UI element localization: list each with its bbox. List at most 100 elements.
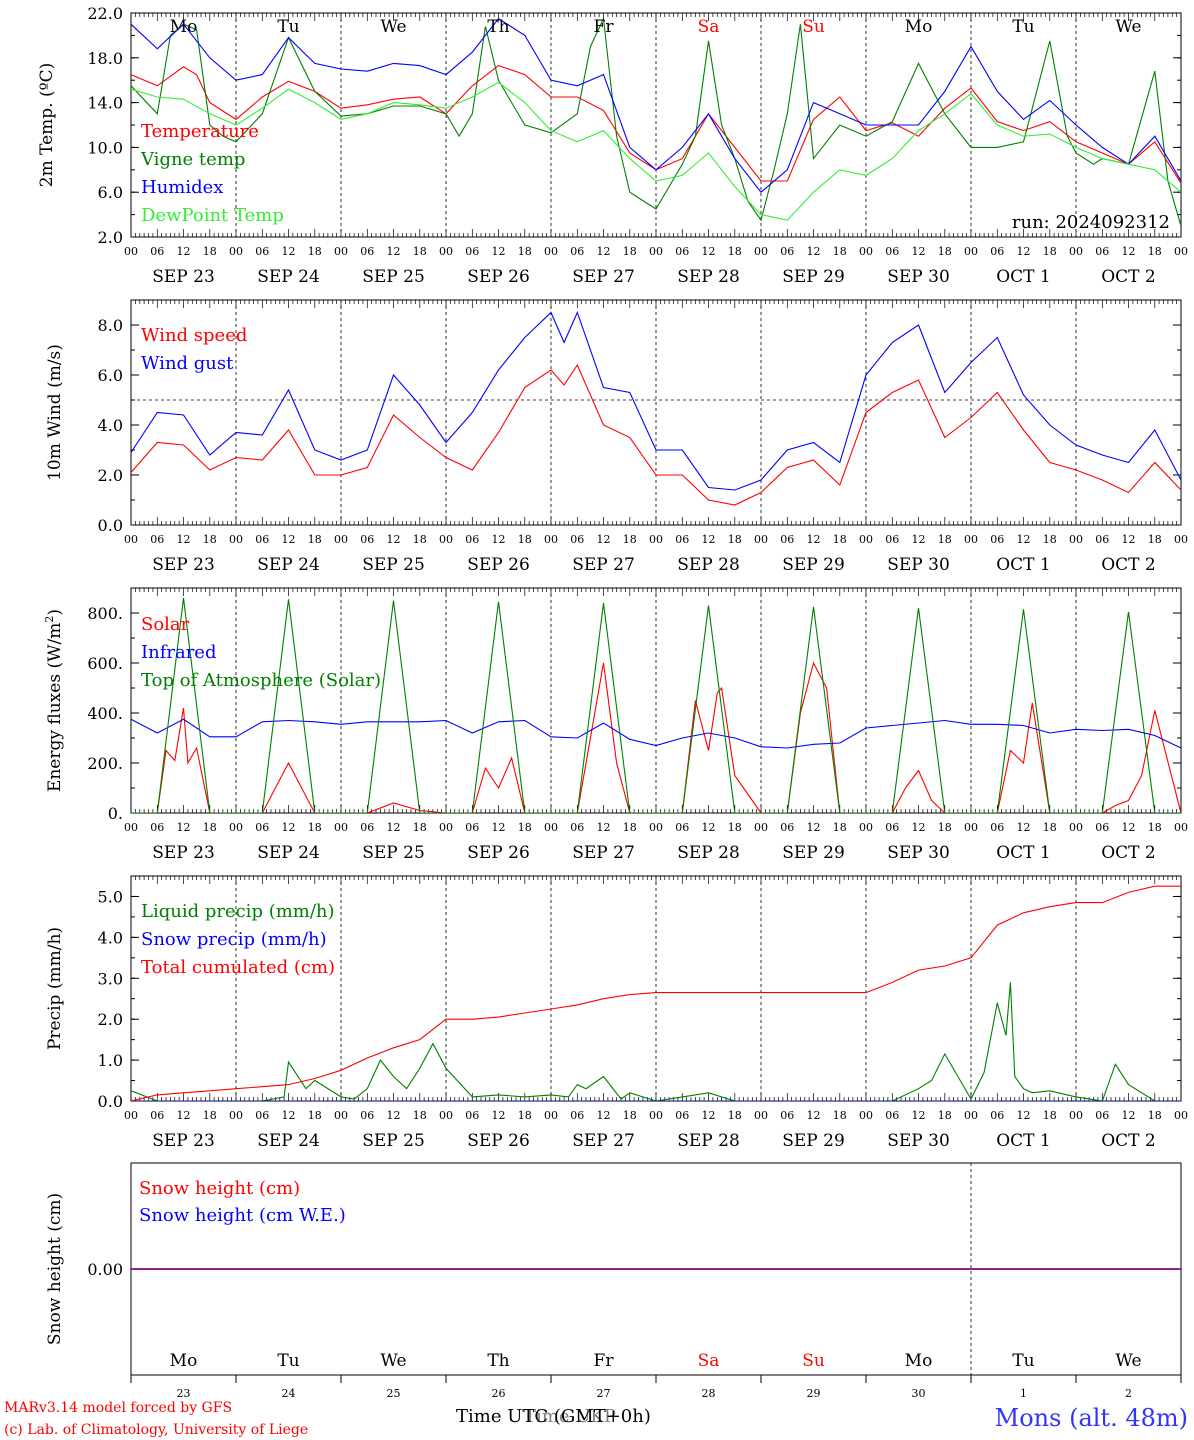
hour-tick-label: 12 xyxy=(1122,1109,1136,1122)
series-line-humidex xyxy=(131,17,1181,193)
day-number-label: 30 xyxy=(912,1387,926,1400)
x-minor-ticks xyxy=(130,876,1182,1101)
day-label: SEP 23 xyxy=(152,843,215,863)
hour-tick-label: 00 xyxy=(544,1109,558,1122)
hour-tick-label: 00 xyxy=(124,533,138,546)
legend-entry: Temperature xyxy=(141,121,259,142)
hour-tick-label: 18 xyxy=(1148,533,1162,546)
weekday-label: Fr xyxy=(594,17,615,37)
hour-tick-label: 00 xyxy=(334,1109,348,1122)
day-number-label: 2 xyxy=(1125,1387,1132,1400)
hour-tick-label: 12 xyxy=(282,245,296,258)
day-number-label: 26 xyxy=(492,1387,506,1400)
hour-tick-label: 18 xyxy=(623,821,637,834)
hour-tick-label: 18 xyxy=(728,821,742,834)
hour-tick-label: 18 xyxy=(938,533,952,546)
day-label: SEP 28 xyxy=(677,1131,740,1151)
weekday-label: Su xyxy=(802,1351,825,1371)
y-tick-label: 3.0 xyxy=(98,969,123,988)
hour-tick-label: 06 xyxy=(570,1109,584,1122)
hour-tick-label: 00 xyxy=(124,1109,138,1122)
hour-tick-label: 00 xyxy=(859,821,873,834)
hour-tick-label: 12 xyxy=(282,821,296,834)
hour-tick-label: 06 xyxy=(675,245,689,258)
y-tick-label: 400. xyxy=(87,704,123,723)
y-tick-label: 5.0 xyxy=(98,887,123,906)
hour-tick-label: 18 xyxy=(833,245,847,258)
hour-tick-label: 06 xyxy=(990,1109,1004,1122)
day-label: SEP 28 xyxy=(677,555,740,575)
hour-tick-label: 12 xyxy=(702,1109,716,1122)
hour-tick-label: 00 xyxy=(1174,245,1188,258)
weekday-label: Sa xyxy=(698,1351,720,1371)
hour-tick-label: 18 xyxy=(518,533,532,546)
day-label: SEP 30 xyxy=(887,555,950,575)
hour-tick-label: 00 xyxy=(859,533,873,546)
series-line-temperature xyxy=(131,64,1181,184)
day-label: SEP 24 xyxy=(257,267,320,287)
hour-tick-label: 06 xyxy=(885,1109,899,1122)
y-axis-label: Energy fluxes (W/m2) xyxy=(43,609,65,792)
hour-tick-label: 00 xyxy=(334,533,348,546)
y-tick-label: 2.0 xyxy=(98,466,123,485)
hour-tick-label: 00 xyxy=(859,1109,873,1122)
y-tick-label: 2.0 xyxy=(98,1010,123,1029)
day-label: SEP 29 xyxy=(782,1131,845,1151)
day-label: SEP 23 xyxy=(152,555,215,575)
hour-tick-label: 00 xyxy=(439,1109,453,1122)
hour-tick-label: 06 xyxy=(465,821,479,834)
hour-tick-label: 00 xyxy=(1174,1109,1188,1122)
day-label: OCT 2 xyxy=(1101,267,1156,287)
day-number-label: 28 xyxy=(702,1387,716,1400)
hour-tick-label: 12 xyxy=(177,821,191,834)
hour-tick-label: 18 xyxy=(413,1109,427,1122)
day-number-label: 24 xyxy=(282,1387,296,1400)
hour-tick-label: 12 xyxy=(912,533,926,546)
y-tick-label: 18.0 xyxy=(87,49,123,68)
weekday-label: Tu xyxy=(277,17,299,37)
weekday-label: Su xyxy=(802,17,825,37)
legend-entry: Snow height (cm W.E.) xyxy=(139,1205,346,1226)
day-label: OCT 1 xyxy=(996,267,1051,287)
hour-tick-label: 00 xyxy=(1174,533,1188,546)
day-label: SEP 25 xyxy=(362,555,425,575)
hour-tick-label: 00 xyxy=(1069,1109,1083,1122)
weekday-label: Mo xyxy=(905,17,933,37)
y-tick-label: 6.0 xyxy=(98,183,123,202)
series-line-dewpoint-temp xyxy=(131,81,1181,221)
series-line-top-of-atmosphere-solar xyxy=(131,597,1181,813)
x-minor-ticks xyxy=(130,13,1182,237)
hour-tick-label: 18 xyxy=(203,245,217,258)
hour-tick-label: 06 xyxy=(360,533,374,546)
lab-credit: (c) Lab. of Climatology, University of L… xyxy=(4,1422,308,1438)
weekday-label: Th xyxy=(487,17,509,37)
hour-tick-label: 12 xyxy=(387,245,401,258)
hour-tick-label: 12 xyxy=(1122,245,1136,258)
series-line-total-cumulated-cm xyxy=(131,885,1181,1101)
legend-entry: Humidex xyxy=(141,177,223,198)
weekday-label: Tu xyxy=(277,1351,299,1371)
day-label: SEP 30 xyxy=(887,1131,950,1151)
hour-tick-label: 06 xyxy=(1095,533,1109,546)
hour-tick-label: 06 xyxy=(255,533,269,546)
day-label: SEP 24 xyxy=(257,555,320,575)
legend-entry: Solar xyxy=(141,614,190,635)
legend-entry: Snow precip (mm/h) xyxy=(141,929,327,950)
hour-tick-label: 12 xyxy=(387,821,401,834)
hour-tick-label: 06 xyxy=(465,245,479,258)
hour-tick-label: 00 xyxy=(649,1109,663,1122)
day-number-label: 29 xyxy=(807,1387,821,1400)
hour-tick-label: 00 xyxy=(124,245,138,258)
legend-entry: Total cumulated (cm) xyxy=(141,957,335,978)
hour-tick-label: 00 xyxy=(649,821,663,834)
day-label: OCT 1 xyxy=(996,843,1051,863)
y-tick-label: 22.0 xyxy=(87,4,123,23)
day-label: SEP 23 xyxy=(152,1131,215,1151)
day-label: OCT 1 xyxy=(996,555,1051,575)
hour-tick-label: 12 xyxy=(702,533,716,546)
y-tick-label: 0. xyxy=(108,804,123,823)
day-label: SEP 27 xyxy=(572,267,635,287)
hour-tick-label: 00 xyxy=(859,245,873,258)
hour-tick-label: 18 xyxy=(203,533,217,546)
day-label: SEP 26 xyxy=(467,267,530,287)
